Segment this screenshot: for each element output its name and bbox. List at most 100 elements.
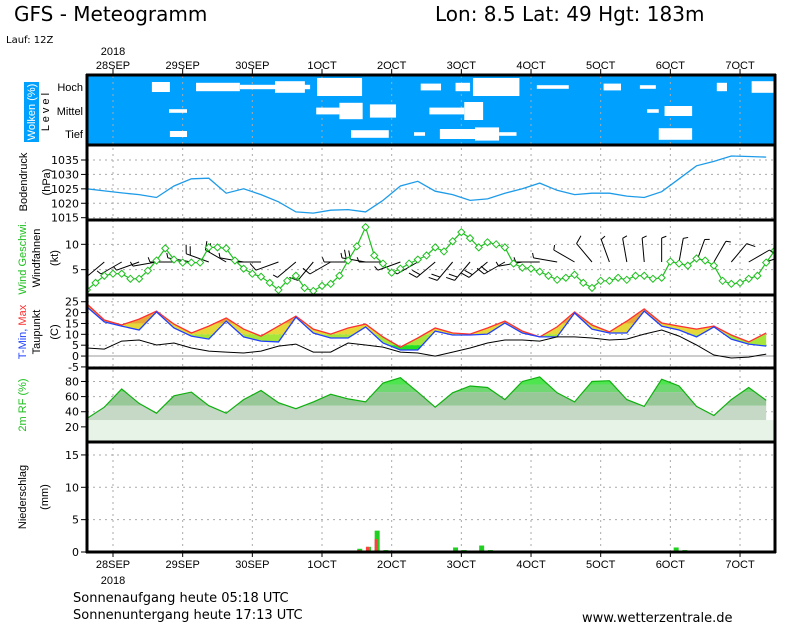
wind-speed-point [561,273,571,282]
pressure-line [87,155,767,214]
wind-barb-shaft [87,261,105,278]
wind-barb-feather [460,272,470,278]
day-label-top: 3OCT [447,60,477,72]
wind-barb-feather [374,266,379,271]
tmin-line [87,306,767,351]
cloud-patch-mittel [169,109,188,113]
wind-speed-point [465,234,475,243]
wind-barb-feather [82,275,86,277]
temperature-fill [87,303,767,350]
wind-tick-label: 5 [72,264,79,277]
cloud-patch-tief [474,127,500,141]
precip-bar [673,547,679,552]
humidity-tick-label: 40 [65,406,79,419]
grid-lines [87,76,775,553]
temperature-tick-label: -5 [68,361,79,374]
precipitation-tick-label: 5 [72,514,79,527]
wind-barb-shaft [309,261,331,275]
cloud-patch-tief [439,129,475,139]
chart-marks [82,78,792,552]
day-label-top: 30SEP [235,60,269,72]
precip-unit: (mm) [39,484,51,510]
temperature-title: T-Min, Max [17,304,29,359]
model-run: Lauf: 12Z [6,35,53,46]
wind-speed-point [187,258,196,267]
wind-barb-shaft [454,261,471,281]
wind-speed-point [195,258,205,267]
cloud-patch-mittel [464,102,484,120]
precip-bar [453,547,459,552]
wind-speed-point [526,264,536,273]
cloud-row-high: Hoch [57,82,83,94]
pressure-tick-label: 1020 [51,197,79,210]
cloud-patch-hoch [239,84,311,90]
wind-barb-feather [408,272,418,278]
wind-speed-point [622,275,632,285]
wind-speed-point [100,271,109,280]
wind-barb-shaft [713,240,727,263]
wind-speed-point [448,237,457,246]
wind-title: Wind Geschwi. [17,221,29,294]
dewpoint-label: Taupunkt [31,310,43,355]
precip-axis-label: Niederschlag (mm) [17,465,51,529]
wind-speed-point [396,264,405,273]
wind-speed-point [535,267,544,276]
day-label-top: 29SEP [166,60,200,72]
cloud-patch-tief [351,130,389,138]
wind-speed-point [692,254,701,263]
wind-speed-point [500,243,510,252]
wind-barb-feather [321,257,325,263]
cloud-patch-hoch [472,78,520,96]
year-top: 2018 [101,46,125,58]
wind-barb-feather [448,273,458,278]
wind-barb-feather [464,269,473,276]
wind-speed-point [431,243,440,252]
cloud-patch-hoch [420,83,442,91]
wind-speed-point [474,243,483,252]
wind-barb-shaft [297,261,314,281]
wind-speed-point [570,270,579,279]
clouds-label-background [24,82,39,142]
cloud-patch-hoch [603,83,622,91]
wind-barb-feather [218,252,221,258]
wind-barb-shaft [641,238,645,263]
precip-title: Niederschlag [17,465,29,529]
temperature-tick-label: 25 [65,296,79,309]
wind-speed-point [404,259,414,268]
website-link[interactable]: www.wetterzentrale.de [582,611,732,625]
humidity-axis-label: 2m RF (%) [17,378,29,431]
wind-barb-feather [204,241,208,251]
wind-barb-shaft [416,261,436,278]
wind-speed-point [169,255,179,264]
wind-barb-feather [445,276,455,281]
day-label-bottom: 6OCT [656,559,686,571]
wind-speed-point [204,243,214,252]
wind-speed-point [178,258,187,267]
wind-speed-point [300,283,309,293]
wind-speed-point [587,283,597,293]
day-label-top: 2OCT [377,60,407,72]
day-label-top: 4OCT [516,60,546,72]
day-label-bottom: 4OCT [516,559,546,571]
wind-axis-label: Wind Geschwi. Windfahnen (kt) [17,221,61,294]
wind-speed-point [256,272,266,281]
wind-barb-feather [96,270,102,275]
wind-barb-feather [147,257,151,263]
dewpoint-line [87,329,767,359]
humidity-line [87,376,767,420]
cloud-patch-tief [169,131,188,137]
tmax-label: Max [17,304,29,325]
clouds-level-label: L e v e l [40,93,52,131]
precipitation-tick-label: 15 [65,449,79,462]
cloud-patch-mittel [647,109,659,113]
humidity-tick-label: 80 [65,375,79,388]
day-label-bottom: 29SEP [166,559,200,571]
wind-barb-shaft [277,261,297,278]
cloud-patch-hoch [751,81,775,93]
wind-speed-point [291,271,301,280]
wind-barb-feather [789,254,792,258]
wind-speed-point [727,279,736,289]
humidity-title: 2m RF (%) [17,378,29,431]
temperature-band [87,345,767,350]
